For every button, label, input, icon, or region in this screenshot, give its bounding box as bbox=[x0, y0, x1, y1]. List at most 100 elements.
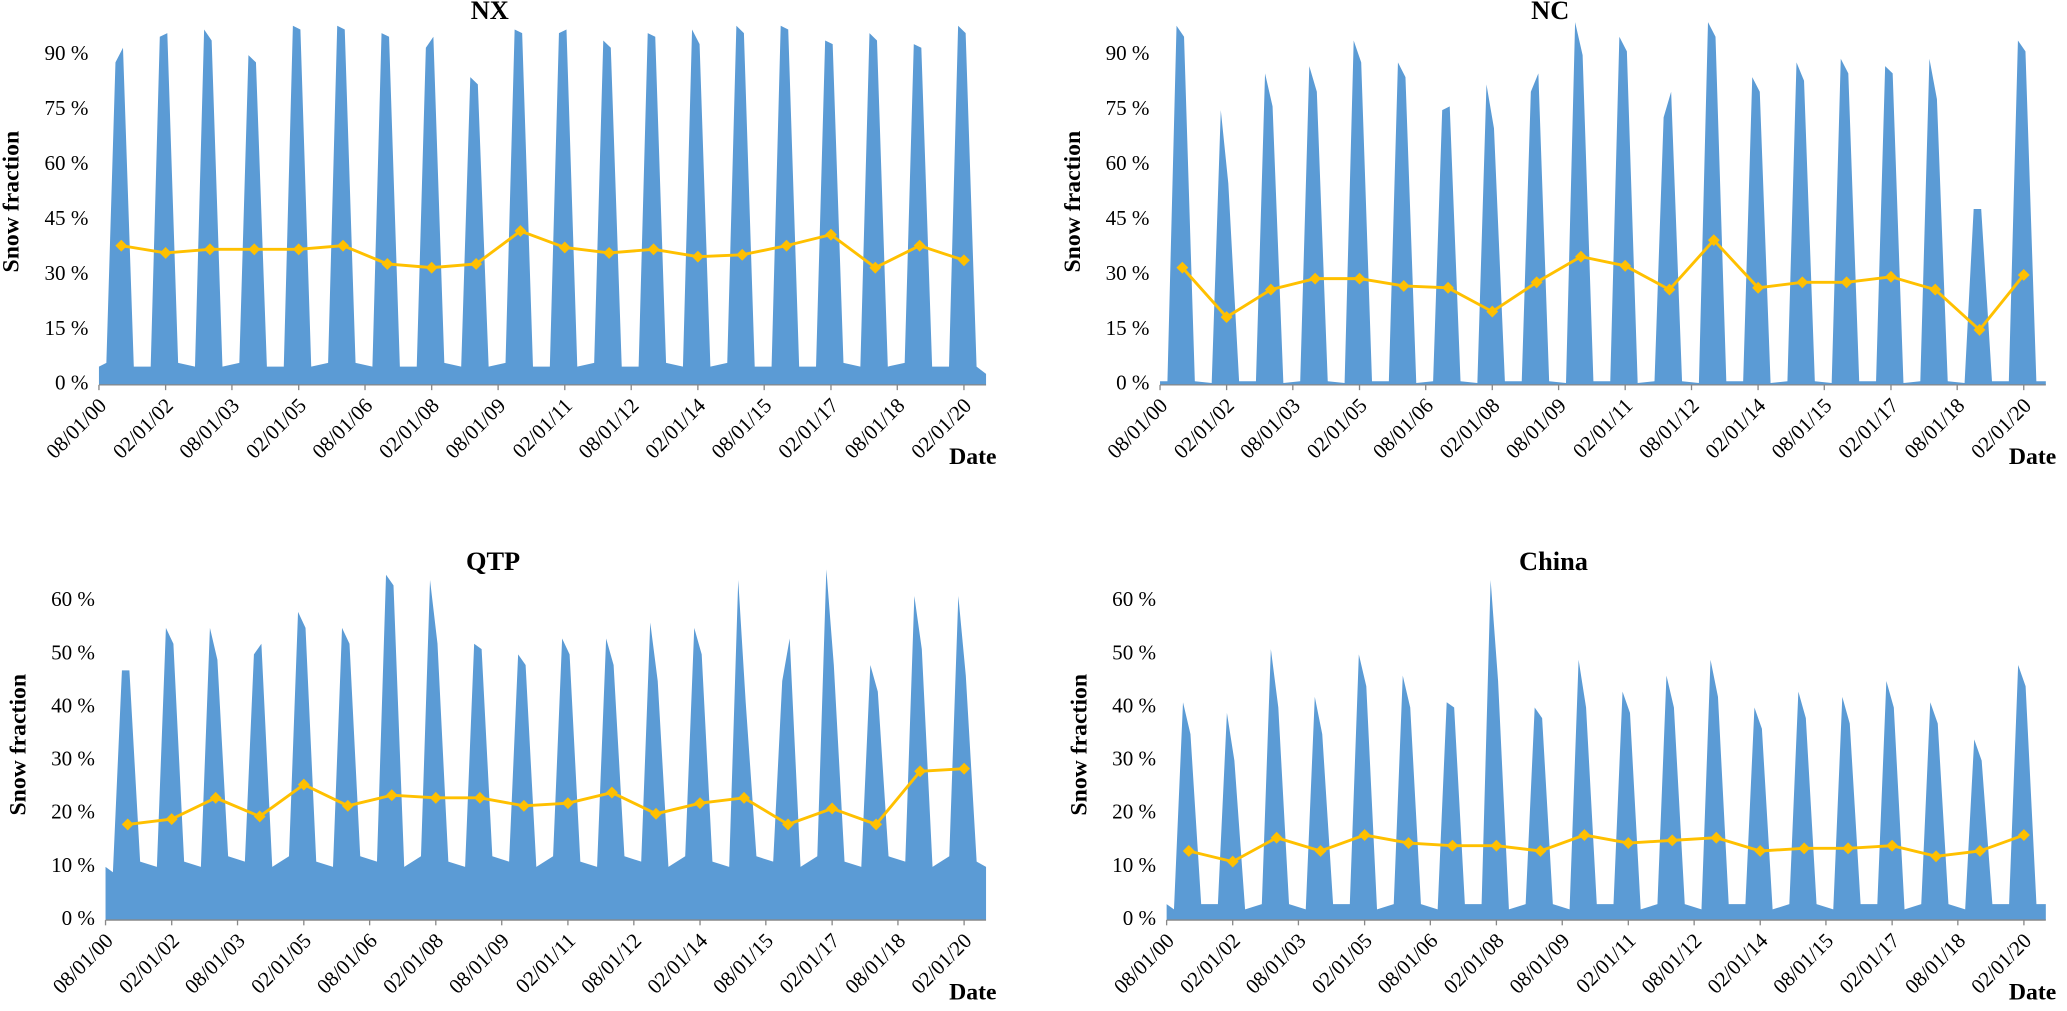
x-tick-label: 08/01/03 bbox=[180, 928, 250, 998]
mean-marker bbox=[1754, 845, 1767, 857]
chart-title: QTP bbox=[466, 547, 520, 576]
y-tick-label: 30 % bbox=[44, 261, 88, 285]
y-tick-label: 45 % bbox=[44, 206, 88, 230]
mean-marker bbox=[204, 243, 216, 256]
mean-line bbox=[127, 767, 965, 827]
x-tick-label: 08/01/03 bbox=[174, 393, 244, 463]
x-tick-label: 08/01/06 bbox=[312, 928, 382, 998]
y-tick-label: 75 % bbox=[1106, 96, 1150, 120]
x-tick-label: 08/01/09 bbox=[1504, 928, 1574, 998]
x-tick-label: 02/01/14 bbox=[640, 393, 710, 463]
x-tick-label: 08/01/00 bbox=[1102, 393, 1172, 463]
mean-marker bbox=[869, 261, 882, 274]
x-tick-label: 08/01/12 bbox=[1634, 393, 1704, 463]
x-tick-label: 08/01/18 bbox=[840, 928, 910, 998]
x-axis-label: Date bbox=[949, 444, 996, 470]
x-tick-label: 08/01/06 bbox=[1373, 928, 1443, 998]
x-tick-label: 08/01/12 bbox=[576, 928, 646, 998]
mean-line bbox=[1188, 833, 2025, 864]
y-axis-label: Snow fraction bbox=[0, 131, 25, 273]
x-tick-label: 02/01/05 bbox=[1302, 393, 1372, 463]
mean-marker bbox=[381, 258, 394, 270]
x-tick-label: 02/01/08 bbox=[374, 393, 444, 463]
mean-marker bbox=[1840, 276, 1853, 289]
x-tick-label: 02/01/14 bbox=[1700, 393, 1770, 463]
mean-marker bbox=[1798, 842, 1811, 855]
x-tick-label: 02/01/14 bbox=[1702, 928, 1772, 998]
mean-marker bbox=[165, 813, 178, 826]
y-tick-label: 40 % bbox=[1112, 693, 1156, 717]
x-tick-label: 02/01/17 bbox=[774, 928, 844, 998]
mean-marker bbox=[1226, 855, 1239, 868]
x-tick-label: 08/01/15 bbox=[1767, 393, 1837, 463]
y-tick-label: 60 % bbox=[1106, 151, 1150, 175]
x-tick-label: 02/01/02 bbox=[1169, 393, 1239, 463]
y-tick-label: 10 % bbox=[1112, 853, 1156, 877]
mean-marker bbox=[1886, 839, 1899, 852]
y-tick-label: 20 % bbox=[51, 800, 95, 824]
mean-marker bbox=[292, 243, 305, 256]
mean-marker bbox=[561, 797, 574, 810]
x-tick-label: 08/01/03 bbox=[1241, 928, 1311, 998]
mean-marker bbox=[650, 807, 662, 820]
x-tick-label: 08/01/00 bbox=[48, 928, 118, 998]
mean-marker bbox=[1622, 837, 1635, 849]
x-tick-label: 02/01/11 bbox=[1568, 393, 1637, 462]
y-axis-label: Snow fraction bbox=[1066, 674, 1092, 816]
x-tick-label: 02/01/17 bbox=[773, 393, 843, 463]
mean-marker bbox=[121, 818, 134, 831]
mean-marker bbox=[782, 818, 794, 831]
mean-marker bbox=[780, 239, 793, 252]
mean-marker bbox=[958, 762, 971, 775]
x-tick-label: 08/01/00 bbox=[1109, 928, 1179, 998]
mean-line bbox=[1181, 237, 2025, 333]
mean-marker bbox=[1402, 837, 1415, 849]
mean-marker bbox=[1796, 276, 1809, 289]
x-tick-label: 08/01/03 bbox=[1235, 393, 1305, 463]
panel: 0 %10 %20 %30 %40 %50 %60 %08/01/0002/01… bbox=[1066, 547, 2056, 1005]
x-axis-label: Date bbox=[2009, 979, 2056, 1005]
y-tick-label: 30 % bbox=[1112, 747, 1156, 771]
mean-marker bbox=[341, 799, 354, 812]
mean-marker bbox=[1842, 842, 1855, 855]
x-tick-label: 08/01/09 bbox=[1501, 393, 1571, 463]
mean-marker bbox=[1666, 834, 1679, 847]
x-tick-label: 02/01/11 bbox=[508, 393, 577, 462]
y-tick-label: 30 % bbox=[1106, 261, 1150, 285]
mean-marker bbox=[870, 818, 883, 831]
y-axis-label: Snow fraction bbox=[1060, 131, 1086, 273]
y-tick-label: 0 % bbox=[1116, 371, 1149, 395]
x-tick-label: 02/01/08 bbox=[378, 928, 448, 998]
x-tick-label: 08/01/18 bbox=[1900, 928, 1970, 998]
mean-marker bbox=[1442, 281, 1454, 294]
mean-marker bbox=[1578, 829, 1591, 841]
chart-title: NX bbox=[471, 0, 509, 25]
x-tick-label: 02/01/14 bbox=[642, 928, 712, 998]
x-tick-label: 08/01/15 bbox=[708, 928, 778, 998]
mean-marker bbox=[1530, 276, 1543, 289]
mean-marker bbox=[1176, 261, 1189, 274]
x-tick-label: 08/01/18 bbox=[840, 393, 910, 463]
x-tick-label: 08/01/00 bbox=[41, 393, 111, 463]
mean-marker bbox=[1974, 845, 1986, 857]
y-tick-label: 50 % bbox=[1112, 640, 1156, 664]
mean-marker bbox=[825, 228, 837, 241]
x-tick-label: 02/01/05 bbox=[1307, 928, 1377, 998]
mean-marker bbox=[1358, 829, 1371, 841]
x-tick-label: 08/01/09 bbox=[444, 928, 514, 998]
panel: 0 %15 %30 %45 %60 %75 %90 %08/01/0002/01… bbox=[0, 0, 997, 470]
x-tick-label: 08/01/06 bbox=[307, 393, 377, 463]
mean-marker bbox=[1490, 839, 1503, 852]
mean-marker bbox=[1973, 323, 1986, 336]
y-tick-label: 0 % bbox=[62, 906, 95, 930]
mean-marker bbox=[1270, 831, 1283, 844]
snow-area bbox=[98, 25, 987, 385]
x-tick-label: 02/01/02 bbox=[1175, 928, 1245, 998]
snow-area bbox=[1166, 580, 2046, 921]
y-tick-label: 15 % bbox=[1106, 316, 1150, 340]
y-tick-label: 60 % bbox=[51, 587, 95, 611]
mean-marker bbox=[1220, 311, 1233, 324]
y-axis-label: Snow fraction bbox=[5, 674, 31, 816]
